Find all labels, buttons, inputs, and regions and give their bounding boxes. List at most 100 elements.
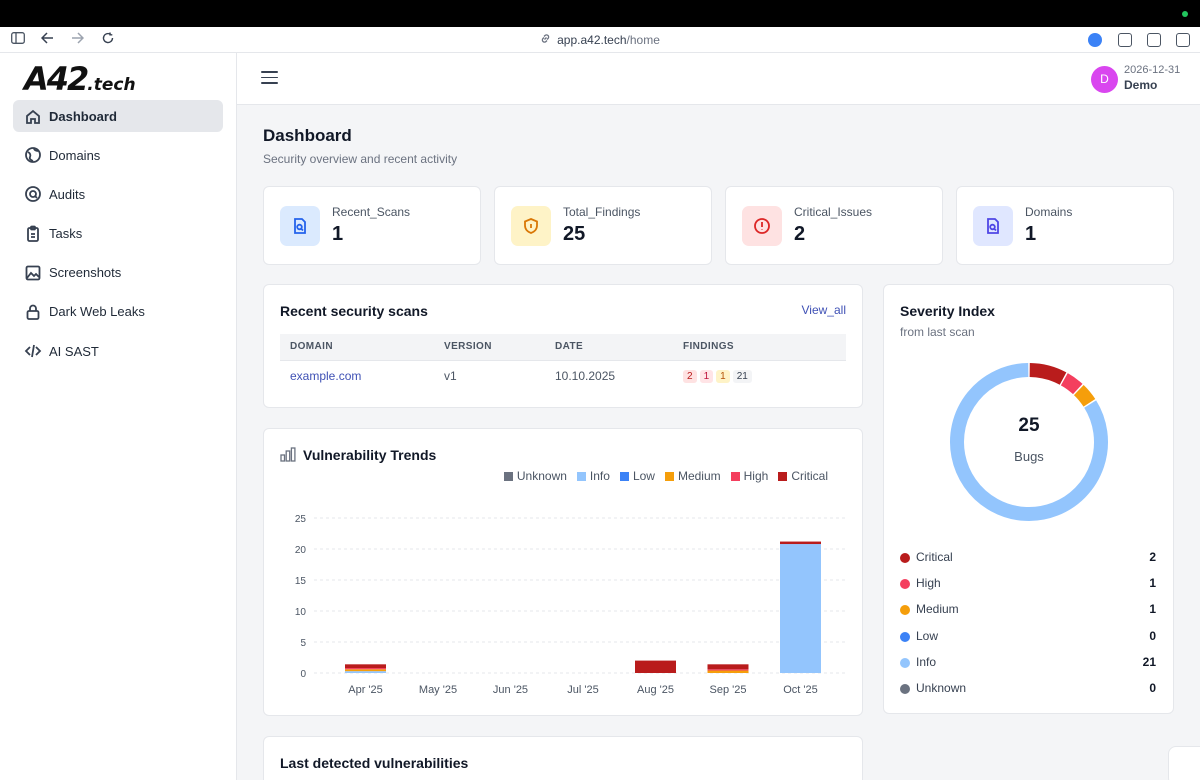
legend-item[interactable]: Critical [778, 469, 828, 483]
sidebar-item-label: AI SAST [49, 343, 99, 359]
avatar[interactable]: D [1091, 66, 1118, 93]
legend-swatch [576, 471, 586, 481]
severity-title: Severity Index [900, 303, 995, 319]
scans-table: DOMAIN VERSION DATE FINDINGS example.com v1 1… [280, 334, 846, 391]
donut-total: 25 [1018, 415, 1040, 436]
scan-date: 10.10.2025 [545, 359, 673, 391]
back-icon[interactable] [39, 32, 55, 48]
extension-blue-icon[interactable] [1088, 33, 1102, 47]
severity-dot [900, 579, 910, 590]
scan-version: v1 [434, 359, 545, 391]
sidebar-item-domains[interactable]: Domains [13, 139, 223, 171]
bar-segment-critical[interactable] [707, 664, 749, 670]
severity-dot [900, 631, 910, 642]
floating-widget[interactable] [1168, 746, 1200, 780]
legend-item[interactable]: Info [576, 469, 610, 483]
url-path: /home [626, 33, 660, 47]
last-vulns-title: Last detected vulnerabilities [280, 755, 469, 771]
address-bar[interactable]: app.a42.tech/home [0, 33, 1200, 47]
legend-label: Info [589, 469, 610, 483]
x-tick-label: Sep '25 [710, 684, 747, 696]
sidebar-item-label: Audits [49, 186, 86, 202]
donut-slice-high[interactable] [1060, 373, 1083, 395]
legend-item[interactable]: Low [619, 469, 655, 483]
reader-icon[interactable] [1147, 33, 1161, 47]
translate-icon[interactable] [1118, 33, 1132, 47]
legend-item[interactable]: Unknown [503, 469, 567, 483]
donut-slice-info[interactable] [950, 363, 1108, 521]
user-name[interactable]: Demo [1124, 78, 1158, 92]
sidebar-item-dashboard[interactable]: Dashboard [13, 100, 223, 132]
recent-scans-card: Recent security scans View_all DOMAIN VER… [263, 284, 863, 408]
stat-card-domains[interactable]: Domains 1 [956, 186, 1174, 265]
legend-swatch [619, 471, 629, 481]
sidebar-item-dark-web-leaks[interactable]: Dark Web Leaks [13, 296, 223, 328]
sidebar-item-tasks[interactable]: Tasks [13, 218, 223, 250]
bar-segment-critical[interactable] [345, 664, 386, 669]
legend-item[interactable]: High [730, 469, 768, 483]
finding-badge: 1 [716, 370, 730, 384]
donut-slice-critical[interactable] [1029, 363, 1067, 385]
trends-title: Vulnerability Trends [303, 447, 437, 463]
severity-index-card: Severity Index from last scan 25 Bugs Cr… [883, 284, 1174, 714]
severity-count: 0 [1149, 681, 1156, 695]
stat-card-total-findings[interactable]: Total_Findings 25 [494, 186, 712, 265]
severity-row-medium: Medium 1 [900, 600, 1156, 620]
bar-segment-info[interactable] [345, 671, 386, 673]
bar-segment-info[interactable] [780, 544, 821, 673]
logo[interactable]: A42.tech [24, 60, 136, 98]
stat-card-critical-issues[interactable]: Critical_Issues 2 [725, 186, 943, 265]
page-subtitle: Security overview and recent activity [263, 152, 458, 166]
legend-swatch [503, 471, 513, 481]
stat-label: Total_Findings [563, 205, 641, 219]
y-tick-label: 25 [295, 514, 307, 525]
sidebar-item-label: Tasks [49, 226, 83, 242]
severity-dot [900, 553, 910, 563]
severity-row-info: Info 21 [900, 653, 1156, 673]
legend-item[interactable]: Medium [664, 469, 721, 483]
x-tick-label: Jun '25 [493, 684, 528, 696]
sidebar-toggle-icon[interactable] [10, 32, 26, 48]
split-view-icon[interactable] [1176, 33, 1190, 47]
severity-name: Medium [916, 602, 959, 617]
y-tick-label: 0 [300, 669, 306, 680]
table-row[interactable]: example.com v1 10.10.2025 2 1 1 21 [280, 359, 846, 391]
severity-dot [900, 605, 910, 616]
status-dot [1182, 11, 1188, 17]
user-date: 2026-12-31 [1124, 64, 1181, 76]
bar-segment-medium[interactable] [345, 669, 386, 672]
shield-icon [511, 206, 551, 246]
legend-label: Critical [791, 469, 828, 483]
forward-icon[interactable] [69, 32, 85, 48]
view-all-link[interactable]: View_all [801, 303, 846, 317]
sidebar-item-ai-sast[interactable]: AI SAST [13, 335, 223, 367]
recent-scans-title: Recent security scans [280, 303, 428, 319]
stat-value: 2 [794, 223, 806, 245]
bar-segment-high[interactable] [345, 668, 386, 670]
top-header: D 2026-12-31 Demo [237, 53, 1200, 105]
code-icon [24, 344, 42, 358]
bar-chart-icon [280, 447, 296, 467]
stat-label: Recent_Scans [332, 205, 411, 219]
bar-segment-high[interactable] [707, 669, 749, 671]
scan-domain-link[interactable]: example.com [280, 359, 434, 391]
legend-label: Unknown [516, 469, 567, 483]
system-bar [0, 0, 1200, 27]
severity-name: High [916, 576, 941, 591]
donut-slice-medium[interactable] [1073, 384, 1096, 407]
sidebar-item-label: Domains [49, 147, 101, 163]
image-icon [25, 265, 41, 281]
trend-chart: 0 5 10 15 20 25 Apr '25 May '25 Jun '25 Jul '25 Au… [295, 514, 846, 696]
severity-dot [900, 684, 910, 694]
sidebar-item-label: Dark Web Leaks [49, 304, 145, 320]
logo-suffix: .tech [87, 75, 136, 95]
bar-segment-critical[interactable] [635, 660, 676, 673]
sidebar-item-audits[interactable]: Audits [13, 178, 223, 210]
stat-card-recent-scans[interactable]: Recent_Scans 1 [263, 186, 481, 265]
stat-value: 25 [563, 223, 586, 245]
bar-segment-medium[interactable] [707, 670, 749, 673]
menu-toggle-icon[interactable] [261, 71, 278, 85]
reload-icon[interactable] [100, 32, 116, 48]
sidebar-item-screenshots[interactable]: Screenshots [13, 257, 223, 289]
bar-segment-critical[interactable] [780, 541, 821, 545]
